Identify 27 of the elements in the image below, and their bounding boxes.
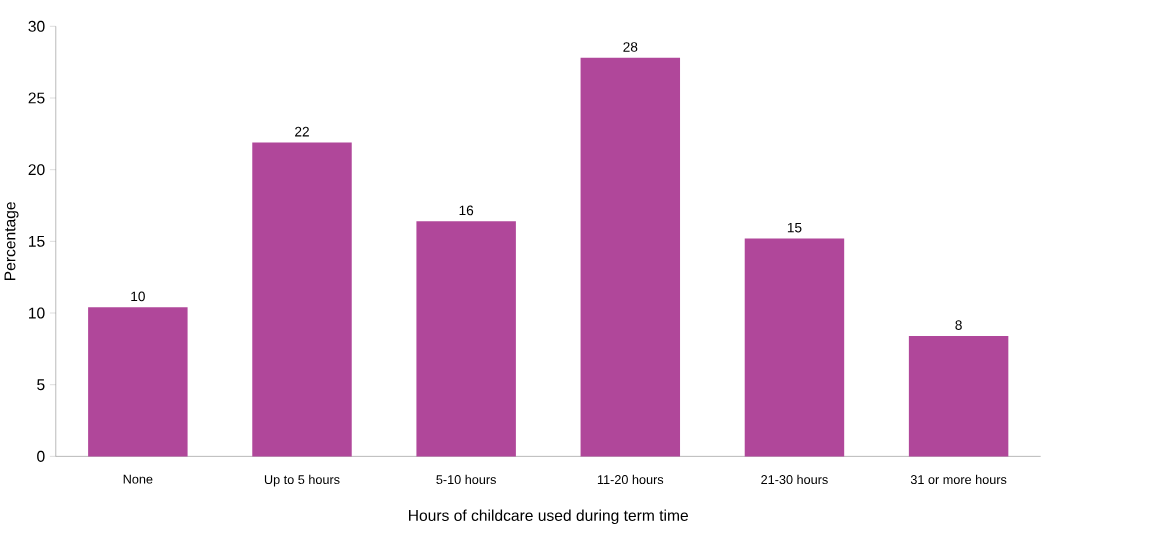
x-axis-title: Hours of childcare used during term time	[409, 509, 688, 525]
data-label: 15	[787, 222, 802, 233]
data-label: 10	[131, 291, 145, 302]
data-label: 22	[295, 126, 309, 137]
x-tick-label: 21-30 hours	[761, 474, 828, 485]
x-tick-label: None	[123, 474, 153, 484]
y-tick-label: 20	[28, 164, 45, 176]
data-label: 28	[623, 42, 638, 52]
y-tick-label: 10	[29, 307, 45, 319]
bar	[88, 307, 188, 457]
bar	[744, 238, 845, 457]
bar	[252, 142, 352, 457]
y-tick-label: 15	[29, 235, 45, 247]
x-tick-label: 5-10 hours	[436, 474, 496, 485]
y-tick-label: 5	[37, 379, 45, 391]
x-tick-label: Up to 5 hours	[264, 474, 340, 487]
x-tick-label: 11-20 hours	[597, 474, 664, 485]
y-tick-label: 30	[28, 20, 45, 32]
data-label: 16	[459, 205, 474, 216]
bar	[580, 57, 681, 457]
y-tick-label: 0	[37, 450, 45, 462]
bar	[908, 335, 1009, 457]
y-tick-label: 25	[28, 92, 45, 104]
y-axis-title: Percentage	[4, 202, 19, 280]
x-tick-label: 31 or more hours	[910, 474, 1007, 485]
data-label: 8	[955, 320, 962, 330]
bar	[416, 221, 516, 457]
